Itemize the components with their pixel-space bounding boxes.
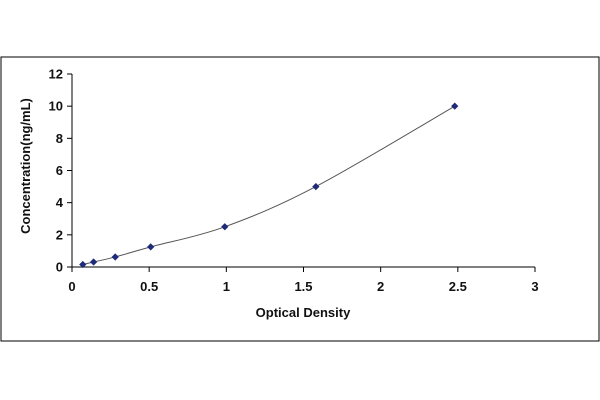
data-point (221, 223, 229, 231)
x-tick-label: 2.5 (449, 279, 467, 294)
y-tick-label: 8 (56, 131, 63, 146)
x-tick-label: 0 (68, 279, 75, 294)
y-tick-label: 4 (56, 195, 64, 210)
data-point (451, 102, 459, 110)
data-markers (79, 102, 459, 269)
data-point (312, 182, 320, 191)
y-tick-label: 10 (49, 99, 63, 114)
data-point (89, 258, 98, 266)
data-point (79, 260, 87, 269)
data-point (111, 253, 119, 261)
y-axis-title: Concentration(ng/mL) (18, 98, 33, 234)
x-axis-ticks: 0 0.5 1 1.5 2 2.5 3 (68, 267, 539, 294)
y-tick-label: 12 (49, 67, 63, 82)
x-tick-label: 0.5 (140, 279, 158, 294)
x-tick-label: 2 (377, 279, 384, 294)
x-tick-label: 3 (531, 279, 538, 294)
figure-frame (0, 56, 600, 342)
y-tick-label: 0 (56, 260, 63, 275)
y-axis-ticks: 0 2 4 6 8 10 12 (49, 67, 72, 275)
x-axis-title: Optical Density (256, 305, 351, 320)
x-tick-label: 1.5 (294, 279, 312, 294)
plot-area: 0 2 4 6 8 10 12 0 0.5 1 1.5 2 2.5 3 (49, 67, 539, 295)
data-point (147, 243, 155, 251)
x-tick-label: 1 (223, 279, 230, 294)
y-tick-label: 6 (56, 163, 63, 178)
y-tick-label: 2 (56, 227, 63, 242)
